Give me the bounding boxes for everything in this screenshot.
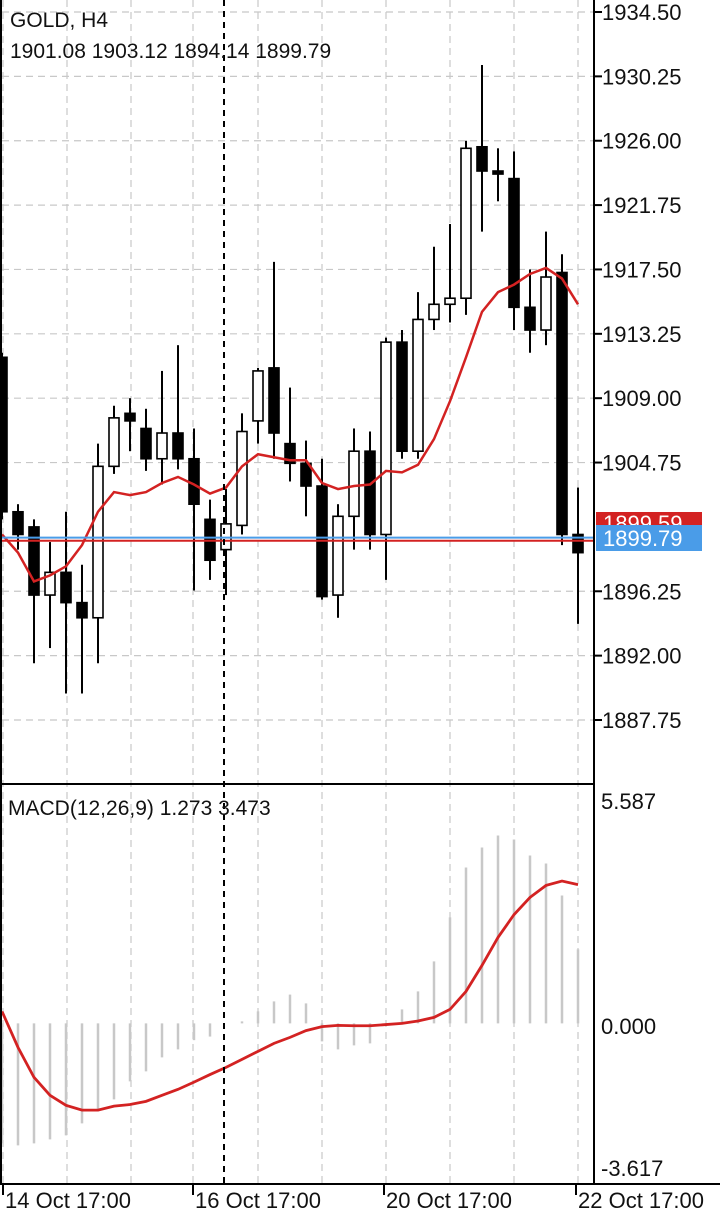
moving-average-line xyxy=(1,266,580,583)
candle xyxy=(348,428,360,550)
bull-candle-body xyxy=(380,341,392,536)
price-tick-label: 1934.50 xyxy=(602,0,682,25)
candle xyxy=(284,387,296,482)
bear-candle-body xyxy=(28,526,40,596)
candle xyxy=(108,405,120,474)
price-tick-label: 1892.00 xyxy=(602,644,682,669)
candle xyxy=(188,428,200,591)
bull-candle-body xyxy=(156,432,168,460)
price-tick-label: 1909.00 xyxy=(602,386,682,411)
bull-candle-body xyxy=(428,303,440,321)
candle xyxy=(508,151,520,331)
macd-axis-bottom: -3.617 xyxy=(601,1156,663,1181)
chart-frame xyxy=(0,0,720,1185)
macd-signal-line xyxy=(0,879,579,1112)
bear-candle-body xyxy=(12,510,24,536)
bull-candle-body xyxy=(348,450,360,518)
price-axis: 1934.50 1930.25 1926.00 1921.75 1917.50 1913.… xyxy=(594,0,682,733)
time-axis: 14 Oct 17:00 16 Oct 17:00 20 Oct 17:00 2… xyxy=(2,1185,704,1213)
bull-candle-body xyxy=(332,515,344,596)
bear-candle-body xyxy=(124,412,136,422)
candle xyxy=(44,542,56,649)
candle xyxy=(364,431,376,550)
bear-candle-body xyxy=(284,442,296,465)
candle xyxy=(396,330,408,459)
grid-lines xyxy=(2,0,594,1184)
candle xyxy=(540,231,552,346)
ask-price-label: 1899.79 xyxy=(603,526,683,551)
bear-candle-body xyxy=(492,170,504,175)
bull-candle-body xyxy=(252,370,264,422)
bull-candle-body xyxy=(44,571,56,596)
bear-candle-body xyxy=(268,367,280,434)
candle xyxy=(332,504,344,618)
candle xyxy=(172,345,184,470)
candle xyxy=(268,261,280,459)
price-tick-label: 1896.25 xyxy=(602,579,682,604)
candle xyxy=(156,370,168,485)
price-tick-label: 1917.50 xyxy=(602,257,682,282)
bull-candle-body xyxy=(460,147,472,300)
candle xyxy=(252,367,264,444)
bull-candle-body xyxy=(540,276,552,331)
bear-candle-body xyxy=(508,177,520,309)
candle xyxy=(380,337,392,580)
bear-candle-body xyxy=(172,432,184,460)
price-tick-label: 1926.00 xyxy=(602,129,682,154)
candle xyxy=(28,519,40,664)
time-label-4: 22 Oct 17:00 xyxy=(578,1188,704,1213)
candle xyxy=(140,408,152,471)
bear-candle-body xyxy=(572,533,584,554)
candle xyxy=(524,269,536,353)
time-label-2: 16 Oct 17:00 xyxy=(195,1188,321,1213)
candle xyxy=(460,140,472,315)
candle xyxy=(572,487,584,624)
bear-candle-body xyxy=(76,601,88,619)
macd-axis-top: 5.587 xyxy=(601,789,656,814)
macd-indicator-label: MACD(12,26,9) 1.273 3.473 xyxy=(8,797,271,820)
price-panel[interactable] xyxy=(0,65,594,694)
bear-candle-body xyxy=(300,462,312,487)
bull-candle-body xyxy=(236,430,248,527)
candle xyxy=(92,443,104,664)
price-tick-label: 1913.25 xyxy=(602,322,682,347)
time-label-1: 14 Oct 17:00 xyxy=(5,1188,131,1213)
bear-candle-body xyxy=(364,450,376,536)
candle xyxy=(476,65,488,232)
candle xyxy=(444,224,456,323)
symbol-timeframe: GOLD, H4 xyxy=(10,9,108,32)
candle xyxy=(300,440,312,517)
candle xyxy=(220,489,232,596)
bull-candle-body xyxy=(444,297,456,306)
candle xyxy=(492,148,504,202)
macd-panel[interactable] xyxy=(0,835,580,1146)
bear-candle-body xyxy=(60,571,72,604)
bear-candle-body xyxy=(140,427,152,460)
bear-candle-body xyxy=(524,306,536,331)
price-tick-label: 1887.75 xyxy=(602,708,682,733)
bull-candle-body xyxy=(92,465,104,619)
price-tick-label: 1921.75 xyxy=(602,193,682,218)
candle xyxy=(60,511,72,694)
bear-candle-body xyxy=(556,271,568,536)
bear-candle-body xyxy=(396,341,408,452)
candle xyxy=(556,254,568,546)
ask-price-tag: 1899.79 xyxy=(596,525,702,551)
bull-candle-body xyxy=(108,417,120,468)
candle xyxy=(428,246,440,331)
candle xyxy=(124,398,136,452)
bear-candle-body xyxy=(476,145,488,172)
ohlc-values: 1901.08 1903.12 1894.14 1899.79 xyxy=(10,40,331,63)
price-tick-label: 1904.75 xyxy=(602,451,682,476)
candle xyxy=(12,504,24,550)
time-label-3: 20 Oct 17:00 xyxy=(386,1188,512,1213)
candle xyxy=(412,292,424,459)
candle xyxy=(76,564,88,694)
bull-candle-body xyxy=(412,318,424,452)
macd-axis-zero: 0.000 xyxy=(601,1014,656,1039)
candle xyxy=(236,413,248,535)
price-tick-label: 1930.25 xyxy=(602,64,682,89)
